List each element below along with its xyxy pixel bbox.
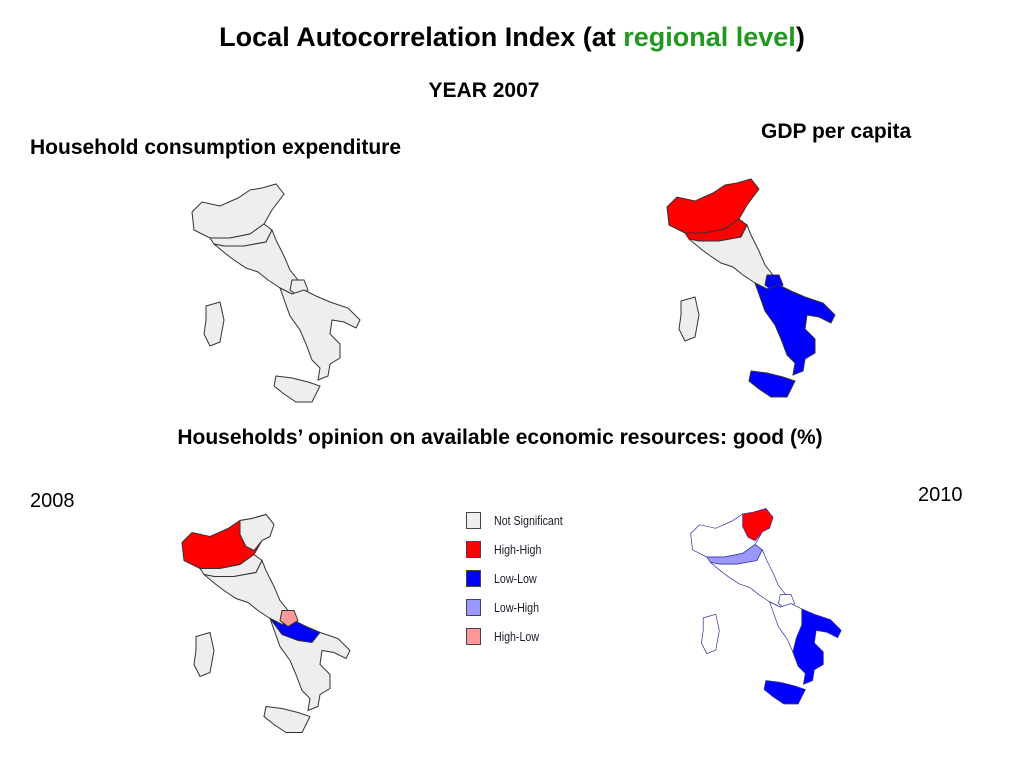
gdp-per-capita-label: GDP per capita — [761, 120, 912, 143]
legend-swatch — [466, 511, 481, 529]
map-legend: Not Significant High-High Low-Low Low-High H… — [466, 506, 616, 656]
legend-swatch — [466, 569, 481, 587]
legend-label: Low-Low — [494, 570, 537, 586]
gdp-per-capita-map — [666, 178, 836, 398]
legend-label: High-High — [494, 541, 542, 557]
legend-swatch — [466, 627, 481, 645]
opinion-2008-map — [181, 514, 351, 733]
region-veneto — [239, 514, 275, 551]
region-south — [792, 608, 842, 685]
year-2010-label: 2010 — [918, 484, 963, 506]
region-south — [748, 282, 836, 398]
opinion-2010-map — [690, 508, 842, 705]
legend-label: Not Significant — [494, 512, 563, 528]
legend-item: Low-Low — [466, 568, 546, 588]
region-veneto — [742, 508, 774, 542]
region-sardinia — [193, 632, 215, 677]
legend-item: Low-High — [466, 597, 549, 617]
region-sicily — [763, 680, 806, 705]
region-south — [273, 287, 361, 403]
year-2008-label: 2008 — [30, 490, 75, 512]
legend-item: Not Significant — [466, 510, 578, 530]
household-consumption-map — [191, 183, 361, 403]
legend-label: High-Low — [494, 628, 540, 644]
title-highlight: regional level — [623, 22, 796, 52]
legend-label: Low-High — [494, 599, 540, 615]
region-sardinia — [700, 613, 720, 655]
household-consumption-label: Household consumption expenditure — [30, 136, 402, 159]
page-title: Local Autocorrelation Index (at regional… — [219, 22, 805, 52]
legend-swatch — [466, 598, 481, 616]
year-heading: YEAR 2007 — [428, 79, 540, 102]
region-sardinia — [203, 301, 225, 347]
households-opinion-label: Households’ opinion on available economi… — [177, 426, 823, 449]
legend-swatch — [466, 540, 481, 558]
region-sardinia — [678, 296, 700, 342]
legend-item: High-Low — [466, 626, 549, 646]
legend-item: High-High — [466, 539, 552, 559]
